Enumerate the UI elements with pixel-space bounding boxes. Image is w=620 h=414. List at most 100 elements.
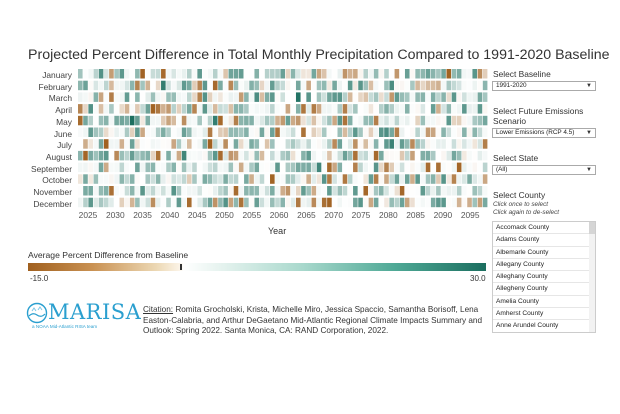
heatmap-cell[interactable] (109, 162, 114, 173)
heatmap-cell[interactable] (306, 104, 311, 114)
heatmap-cell[interactable] (202, 186, 208, 196)
heatmap-cell[interactable] (109, 150, 114, 161)
heatmap-cell[interactable] (212, 139, 218, 149)
heatmap-cell[interactable] (212, 150, 218, 161)
heatmap-cell[interactable] (254, 127, 260, 138)
heatmap-cell[interactable] (389, 92, 394, 102)
heatmap-cell[interactable] (285, 80, 291, 91)
heatmap-cell[interactable] (244, 115, 249, 126)
heatmap-cell[interactable] (384, 69, 389, 79)
heatmap-cell[interactable] (233, 139, 239, 149)
heatmap-cell[interactable] (145, 186, 151, 196)
heatmap-cell[interactable] (280, 92, 285, 102)
heatmap-cell[interactable] (311, 92, 317, 102)
heatmap-cell[interactable] (363, 162, 369, 173)
heatmap-cell[interactable] (415, 69, 420, 79)
heatmap-cell[interactable] (119, 80, 125, 91)
heatmap-cell[interactable] (129, 186, 135, 196)
heatmap-cell[interactable] (270, 186, 275, 196)
heatmap-cell[interactable] (347, 104, 353, 114)
heatmap-cell[interactable] (186, 115, 192, 126)
heatmap-cell[interactable] (78, 69, 83, 79)
heatmap-cell[interactable] (135, 127, 140, 138)
heatmap-cell[interactable] (399, 80, 405, 91)
heatmap-cell[interactable] (207, 197, 213, 208)
heatmap-cell[interactable] (384, 197, 389, 208)
heatmap-cell[interactable] (129, 115, 135, 126)
heatmap-cell[interactable] (244, 162, 249, 173)
heatmap-cell[interactable] (212, 80, 218, 91)
heatmap-cell[interactable] (446, 104, 452, 114)
heatmap-cell[interactable] (93, 80, 99, 91)
heatmap-cell[interactable] (306, 69, 311, 79)
heatmap-cell[interactable] (415, 92, 420, 102)
heatmap-cell[interactable] (166, 162, 171, 173)
heatmap-cell[interactable] (114, 162, 119, 173)
heatmap-cell[interactable] (270, 115, 275, 126)
heatmap-cell[interactable] (456, 92, 462, 102)
heatmap-cell[interactable] (327, 197, 332, 208)
heatmap-cell[interactable] (103, 115, 109, 126)
heatmap-cell[interactable] (83, 92, 88, 102)
heatmap-cell[interactable] (295, 162, 301, 173)
county-item[interactable]: Alleghany County (493, 271, 595, 284)
heatmap-cell[interactable] (98, 186, 104, 196)
heatmap-cell[interactable] (456, 162, 462, 173)
heatmap-cell[interactable] (368, 69, 374, 79)
heatmap-cell[interactable] (441, 197, 446, 208)
heatmap-cell[interactable] (155, 92, 161, 102)
heatmap-cell[interactable] (249, 127, 254, 138)
heatmap-cell[interactable] (197, 150, 202, 161)
heatmap-cell[interactable] (482, 115, 488, 126)
heatmap-cell[interactable] (462, 80, 467, 91)
heatmap-cell[interactable] (451, 139, 457, 149)
heatmap-cell[interactable] (129, 162, 135, 173)
heatmap-cell[interactable] (379, 127, 384, 138)
heatmap-cell[interactable] (358, 92, 363, 102)
heatmap-cell[interactable] (233, 162, 239, 173)
heatmap-cell[interactable] (238, 162, 244, 173)
heatmap-cell[interactable] (233, 80, 239, 91)
heatmap-cell[interactable] (353, 104, 358, 114)
heatmap-cell[interactable] (482, 150, 488, 161)
heatmap-cell[interactable] (358, 127, 363, 138)
heatmap-cell[interactable] (321, 197, 327, 208)
heatmap-cell[interactable] (166, 69, 171, 79)
heatmap-cell[interactable] (342, 197, 348, 208)
heatmap-cell[interactable] (83, 197, 88, 208)
heatmap-cell[interactable] (197, 186, 202, 196)
heatmap-cell[interactable] (301, 150, 306, 161)
heatmap-cell[interactable] (166, 80, 171, 91)
heatmap-cell[interactable] (124, 139, 130, 149)
heatmap-cell[interactable] (264, 80, 270, 91)
heatmap-cell[interactable] (254, 115, 260, 126)
heatmap-cell[interactable] (446, 92, 452, 102)
heatmap-cell[interactable] (353, 127, 358, 138)
heatmap-cell[interactable] (264, 174, 270, 184)
heatmap-cell[interactable] (436, 127, 441, 138)
heatmap-cell[interactable] (244, 104, 249, 114)
heatmap-cell[interactable] (161, 174, 166, 184)
heatmap-cell[interactable] (218, 104, 223, 114)
heatmap-cell[interactable] (223, 197, 228, 208)
heatmap-cell[interactable] (394, 115, 400, 126)
heatmap-cell[interactable] (295, 92, 301, 102)
heatmap-cell[interactable] (228, 69, 234, 79)
heatmap-cell[interactable] (410, 115, 415, 126)
heatmap-cell[interactable] (337, 139, 343, 149)
heatmap-cell[interactable] (218, 139, 223, 149)
heatmap-cell[interactable] (404, 162, 410, 173)
heatmap-cell[interactable] (384, 139, 389, 149)
heatmap-cell[interactable] (103, 186, 109, 196)
heatmap-cell[interactable] (171, 162, 177, 173)
heatmap-cell[interactable] (202, 69, 208, 79)
heatmap-cell[interactable] (93, 104, 99, 114)
heatmap-cell[interactable] (353, 150, 358, 161)
heatmap-cell[interactable] (259, 150, 265, 161)
heatmap-cell[interactable] (425, 104, 431, 114)
heatmap-cell[interactable] (93, 162, 99, 173)
heatmap-cell[interactable] (244, 127, 249, 138)
heatmap-cell[interactable] (249, 80, 254, 91)
heatmap-cell[interactable] (321, 115, 327, 126)
heatmap-cell[interactable] (436, 69, 441, 79)
